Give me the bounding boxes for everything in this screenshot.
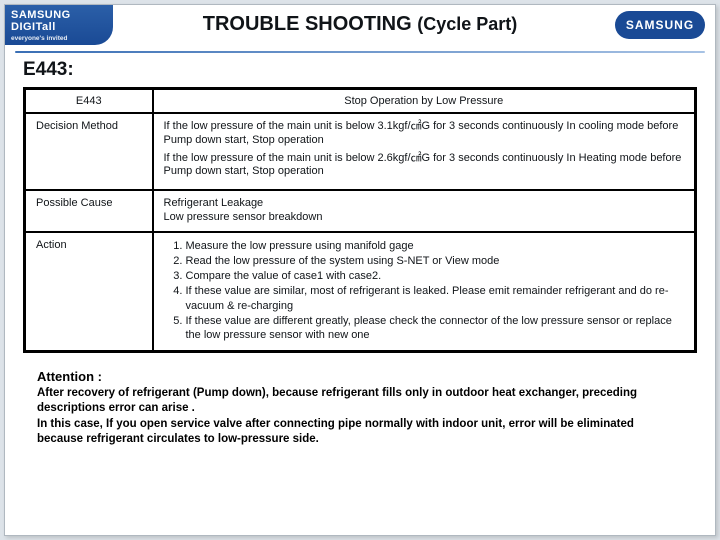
table-row: Decision Method If the low pressure of t…	[25, 113, 696, 190]
header: SAMSUNG DIGITall everyone's invited TROU…	[5, 5, 715, 51]
header-divider	[15, 51, 705, 53]
brand-logo-right: SAMSUNG	[615, 11, 705, 39]
action-label: Action	[25, 232, 153, 352]
content: E443: E443 Stop Operation by Low Pressur…	[23, 59, 697, 448]
page-title: TROUBLE SHOOTING (Cycle Part)	[5, 13, 715, 36]
decision-method-label: Decision Method	[25, 113, 153, 190]
decision-method-cell: If the low pressure of the main unit is …	[153, 113, 696, 190]
table-row: Possible Cause Refrigerant Leakage Low p…	[25, 190, 696, 232]
list-item: Compare the value of case1 with case2.	[186, 269, 685, 283]
brand-logo-left-line2: everyone's invited	[11, 35, 107, 42]
action-cell: Measure the low pressure using manifold …	[153, 232, 696, 352]
decision-method-p1: If the low pressure of the main unit is …	[164, 120, 685, 148]
troubleshooting-table: E443 Stop Operation by Low Pressure Deci…	[23, 87, 697, 353]
action-list: Measure the low pressure using manifold …	[164, 239, 685, 343]
possible-cause-p2: Low pressure sensor breakdown	[164, 211, 685, 225]
table-header-desc: Stop Operation by Low Pressure	[153, 89, 696, 114]
table-header-row: E443 Stop Operation by Low Pressure	[25, 89, 696, 114]
decision-method-p2: If the low pressure of the main unit is …	[164, 152, 685, 180]
page-title-sub: (Cycle Part)	[417, 14, 517, 34]
list-item: Measure the low pressure using manifold …	[186, 239, 685, 253]
attention-body: After recovery of refrigerant (Pump down…	[37, 386, 683, 448]
error-code-heading: E443:	[23, 59, 697, 81]
list-item: Read the low pressure of the system usin…	[186, 254, 685, 268]
attention-heading: Attention :	[37, 369, 683, 384]
table-header-code: E443	[25, 89, 153, 114]
page-title-main: TROUBLE SHOOTING	[203, 13, 412, 35]
table-row: Action Measure the low pressure using ma…	[25, 232, 696, 352]
possible-cause-p1: Refrigerant Leakage	[164, 197, 685, 211]
attention-block: Attention : After recovery of refrigeran…	[23, 369, 697, 448]
possible-cause-label: Possible Cause	[25, 190, 153, 232]
page: SAMSUNG DIGITall everyone's invited TROU…	[4, 4, 716, 536]
possible-cause-cell: Refrigerant Leakage Low pressure sensor …	[153, 190, 696, 232]
list-item: If these value are different greatly, pl…	[186, 314, 685, 343]
list-item: If these value are similar, most of refr…	[186, 284, 685, 313]
